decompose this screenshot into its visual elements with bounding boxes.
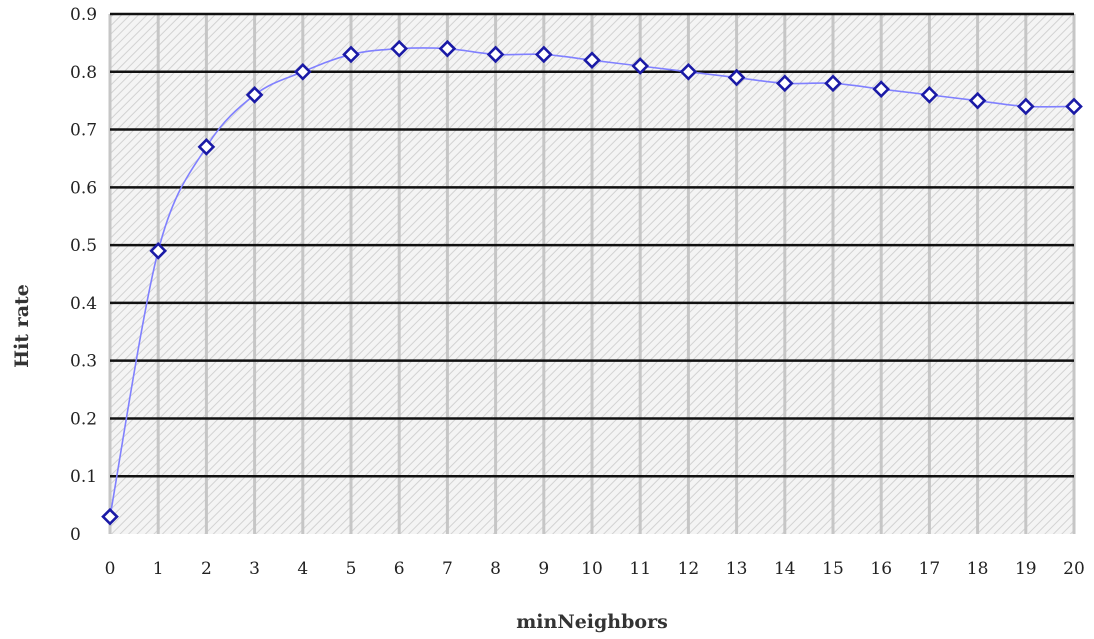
data-point-marker (679, 62, 698, 81)
data-point-marker (968, 91, 987, 110)
data-point-marker (390, 39, 409, 58)
x-tick-label: 7 (442, 559, 453, 579)
x-tick-label: 19 (1015, 559, 1037, 579)
data-point-marker (293, 62, 312, 81)
data-point-marker (775, 74, 794, 93)
y-tick-label: 0.2 (70, 409, 97, 429)
y-tick-label: 0.8 (70, 63, 97, 83)
data-point-marker (824, 74, 842, 93)
data-point-marker (342, 45, 360, 64)
x-tick-label: 15 (822, 559, 844, 579)
x-tick-label: 9 (538, 559, 549, 579)
x-tick-label: 6 (394, 559, 405, 579)
data-point-marker (149, 242, 168, 260)
x-tick-label: 17 (919, 559, 941, 579)
data-point-marker (486, 45, 505, 64)
x-tick-label: 11 (629, 559, 651, 579)
x-tick-label: 2 (201, 559, 212, 579)
x-tick-label: 12 (678, 559, 700, 579)
series-hit-rate (101, 39, 1083, 526)
data-point-marker (534, 45, 553, 64)
y-tick-label: 0.9 (70, 5, 97, 25)
data-point-marker (1065, 97, 1083, 116)
x-tick-label: 13 (726, 559, 748, 579)
y-tick-label: 0.7 (70, 121, 97, 141)
data-point-marker (631, 57, 650, 75)
x-tick-label: 3 (249, 559, 260, 579)
y-axis-ticks: 0 0.1 0.2 0.3 0.4 0.5 0.6 0.7 0.8 0.9 (70, 5, 97, 545)
x-tick-label: 0 (105, 559, 116, 579)
data-point-marker (101, 507, 119, 526)
gridlines (108, 12, 1076, 534)
x-tick-label: 18 (967, 559, 989, 579)
data-point-marker (197, 138, 216, 156)
data-point-marker (438, 39, 457, 58)
data-point-marker (245, 86, 264, 104)
x-tick-label: 16 (870, 559, 892, 579)
x-tick-label: 20 (1063, 559, 1085, 579)
x-axis-ticks: 0 1 2 3 4 5 6 7 8 9 10 11 12 13 14 15 16 17 18 19 20 (105, 559, 1085, 579)
data-point-marker (872, 80, 891, 98)
y-tick-label: 0.4 (70, 294, 97, 314)
data-point-marker (727, 68, 746, 87)
y-axis-title: Hit rate (11, 284, 33, 368)
x-tick-label: 5 (346, 559, 357, 579)
x-tick-label: 14 (774, 559, 796, 579)
y-tick-label: 0 (70, 525, 81, 545)
data-point-marker (1016, 97, 1035, 116)
y-tick-label: 0.6 (70, 178, 97, 198)
x-tick-label: 4 (297, 559, 308, 579)
x-tick-label: 8 (490, 559, 501, 579)
x-tick-label: 10 (581, 559, 603, 579)
y-tick-label: 0.1 (70, 467, 97, 487)
data-point-marker (583, 51, 601, 70)
data-point-marker (920, 86, 939, 104)
x-axis-title: minNeighbors (516, 611, 668, 633)
x-tick-label: 1 (153, 559, 164, 579)
y-tick-label: 0.3 (70, 352, 97, 372)
series-line (109, 47, 1075, 517)
y-tick-label: 0.5 (70, 236, 97, 256)
